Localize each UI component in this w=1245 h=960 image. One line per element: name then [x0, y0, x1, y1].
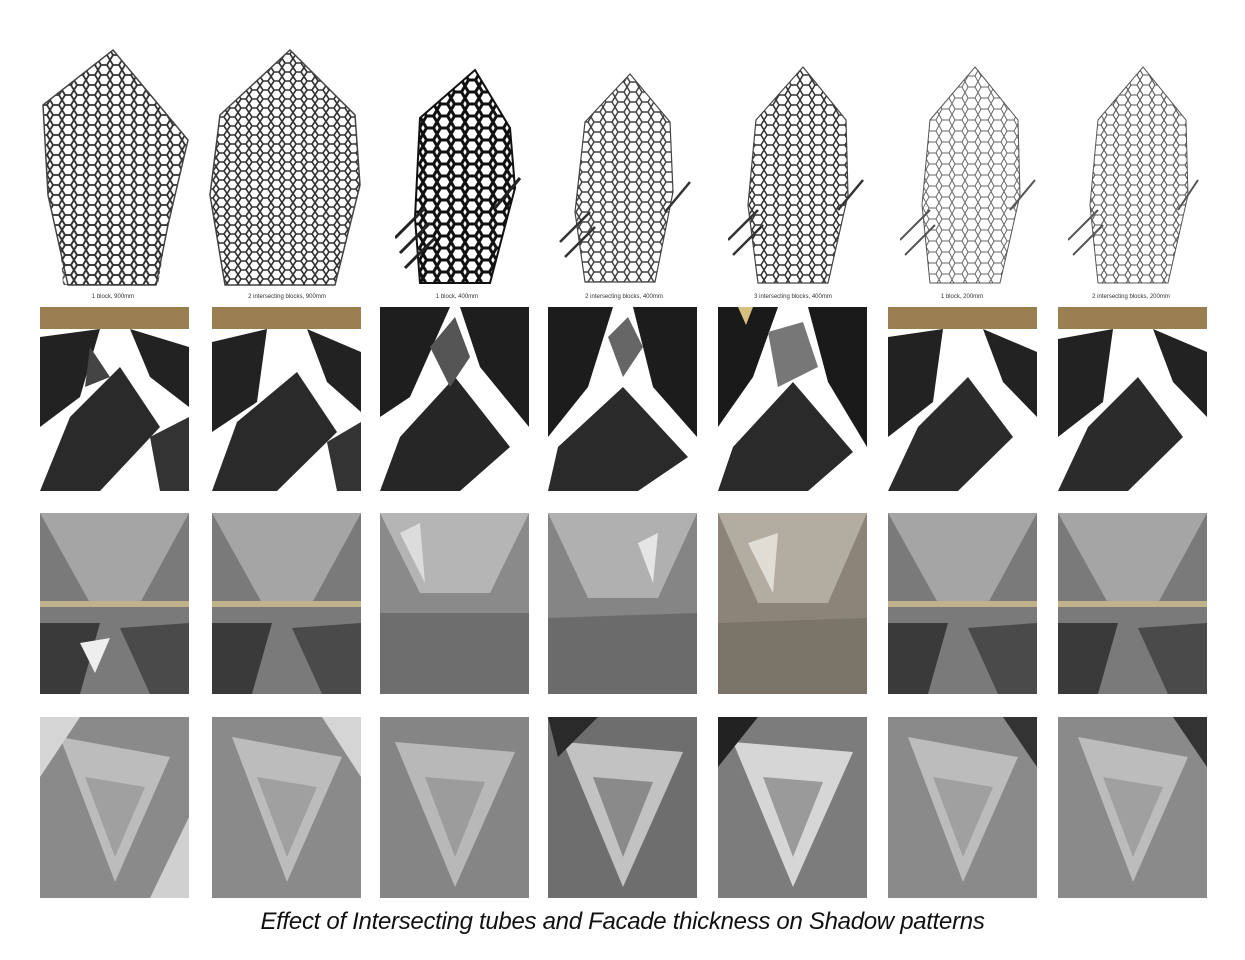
tower-model-2 [205, 45, 365, 290]
interior-panel-row3-col2 [212, 513, 361, 694]
upward-view-panel-row4-col5 [718, 717, 867, 898]
shadow-panel-row2-col2 [212, 307, 361, 491]
upward-view-panel-row4-col4 [548, 717, 697, 898]
upward-view-panel-row4-col1 [40, 717, 189, 898]
tower-model-6 [900, 65, 1040, 290]
column-label-6: 1 block, 200mm [940, 294, 984, 300]
upward-view-panel-row4-col6 [888, 717, 1037, 898]
shadow-panel-row2-col1 [40, 307, 189, 491]
interior-panel-row3-col5 [718, 513, 867, 694]
upward-view-panel-row4-col7 [1058, 717, 1207, 898]
tower-model-3 [395, 68, 525, 290]
shadow-panel-row2-col3 [380, 307, 529, 491]
tower-model-1 [38, 45, 193, 290]
tower-model-5 [728, 65, 868, 290]
shadow-panel-row2-col6 [888, 307, 1037, 491]
column-label-2: 2 intersecting blocks, 900mm [248, 294, 326, 300]
upward-view-panel-row4-col2 [212, 717, 361, 898]
column-label-3: 1 block, 400mm [435, 294, 479, 300]
shadow-panel-row2-col4 [548, 307, 697, 491]
interior-panel-row3-col7 [1058, 513, 1207, 694]
column-label-1: 1 block, 900mm [91, 294, 135, 300]
column-label-5: 3 intersecting blocks, 400mm [754, 294, 832, 300]
tower-model-7 [1068, 65, 1208, 290]
figure-caption: Effect of Intersecting tubes and Facade … [260, 908, 985, 935]
tower-model-4 [555, 72, 695, 290]
interior-panel-row3-col3 [380, 513, 529, 694]
upward-view-panel-row4-col3 [380, 717, 529, 898]
column-label-7: 2 intersecting blocks, 200mm [1092, 294, 1170, 300]
interior-panel-row3-col6 [888, 513, 1037, 694]
interior-panel-row3-col4 [548, 513, 697, 694]
column-label-4: 2 intersecting blocks, 400mm [585, 294, 663, 300]
shadow-panel-row2-col5 [718, 307, 867, 491]
interior-panel-row3-col1 [40, 513, 189, 694]
shadow-panel-row2-col7 [1058, 307, 1207, 491]
